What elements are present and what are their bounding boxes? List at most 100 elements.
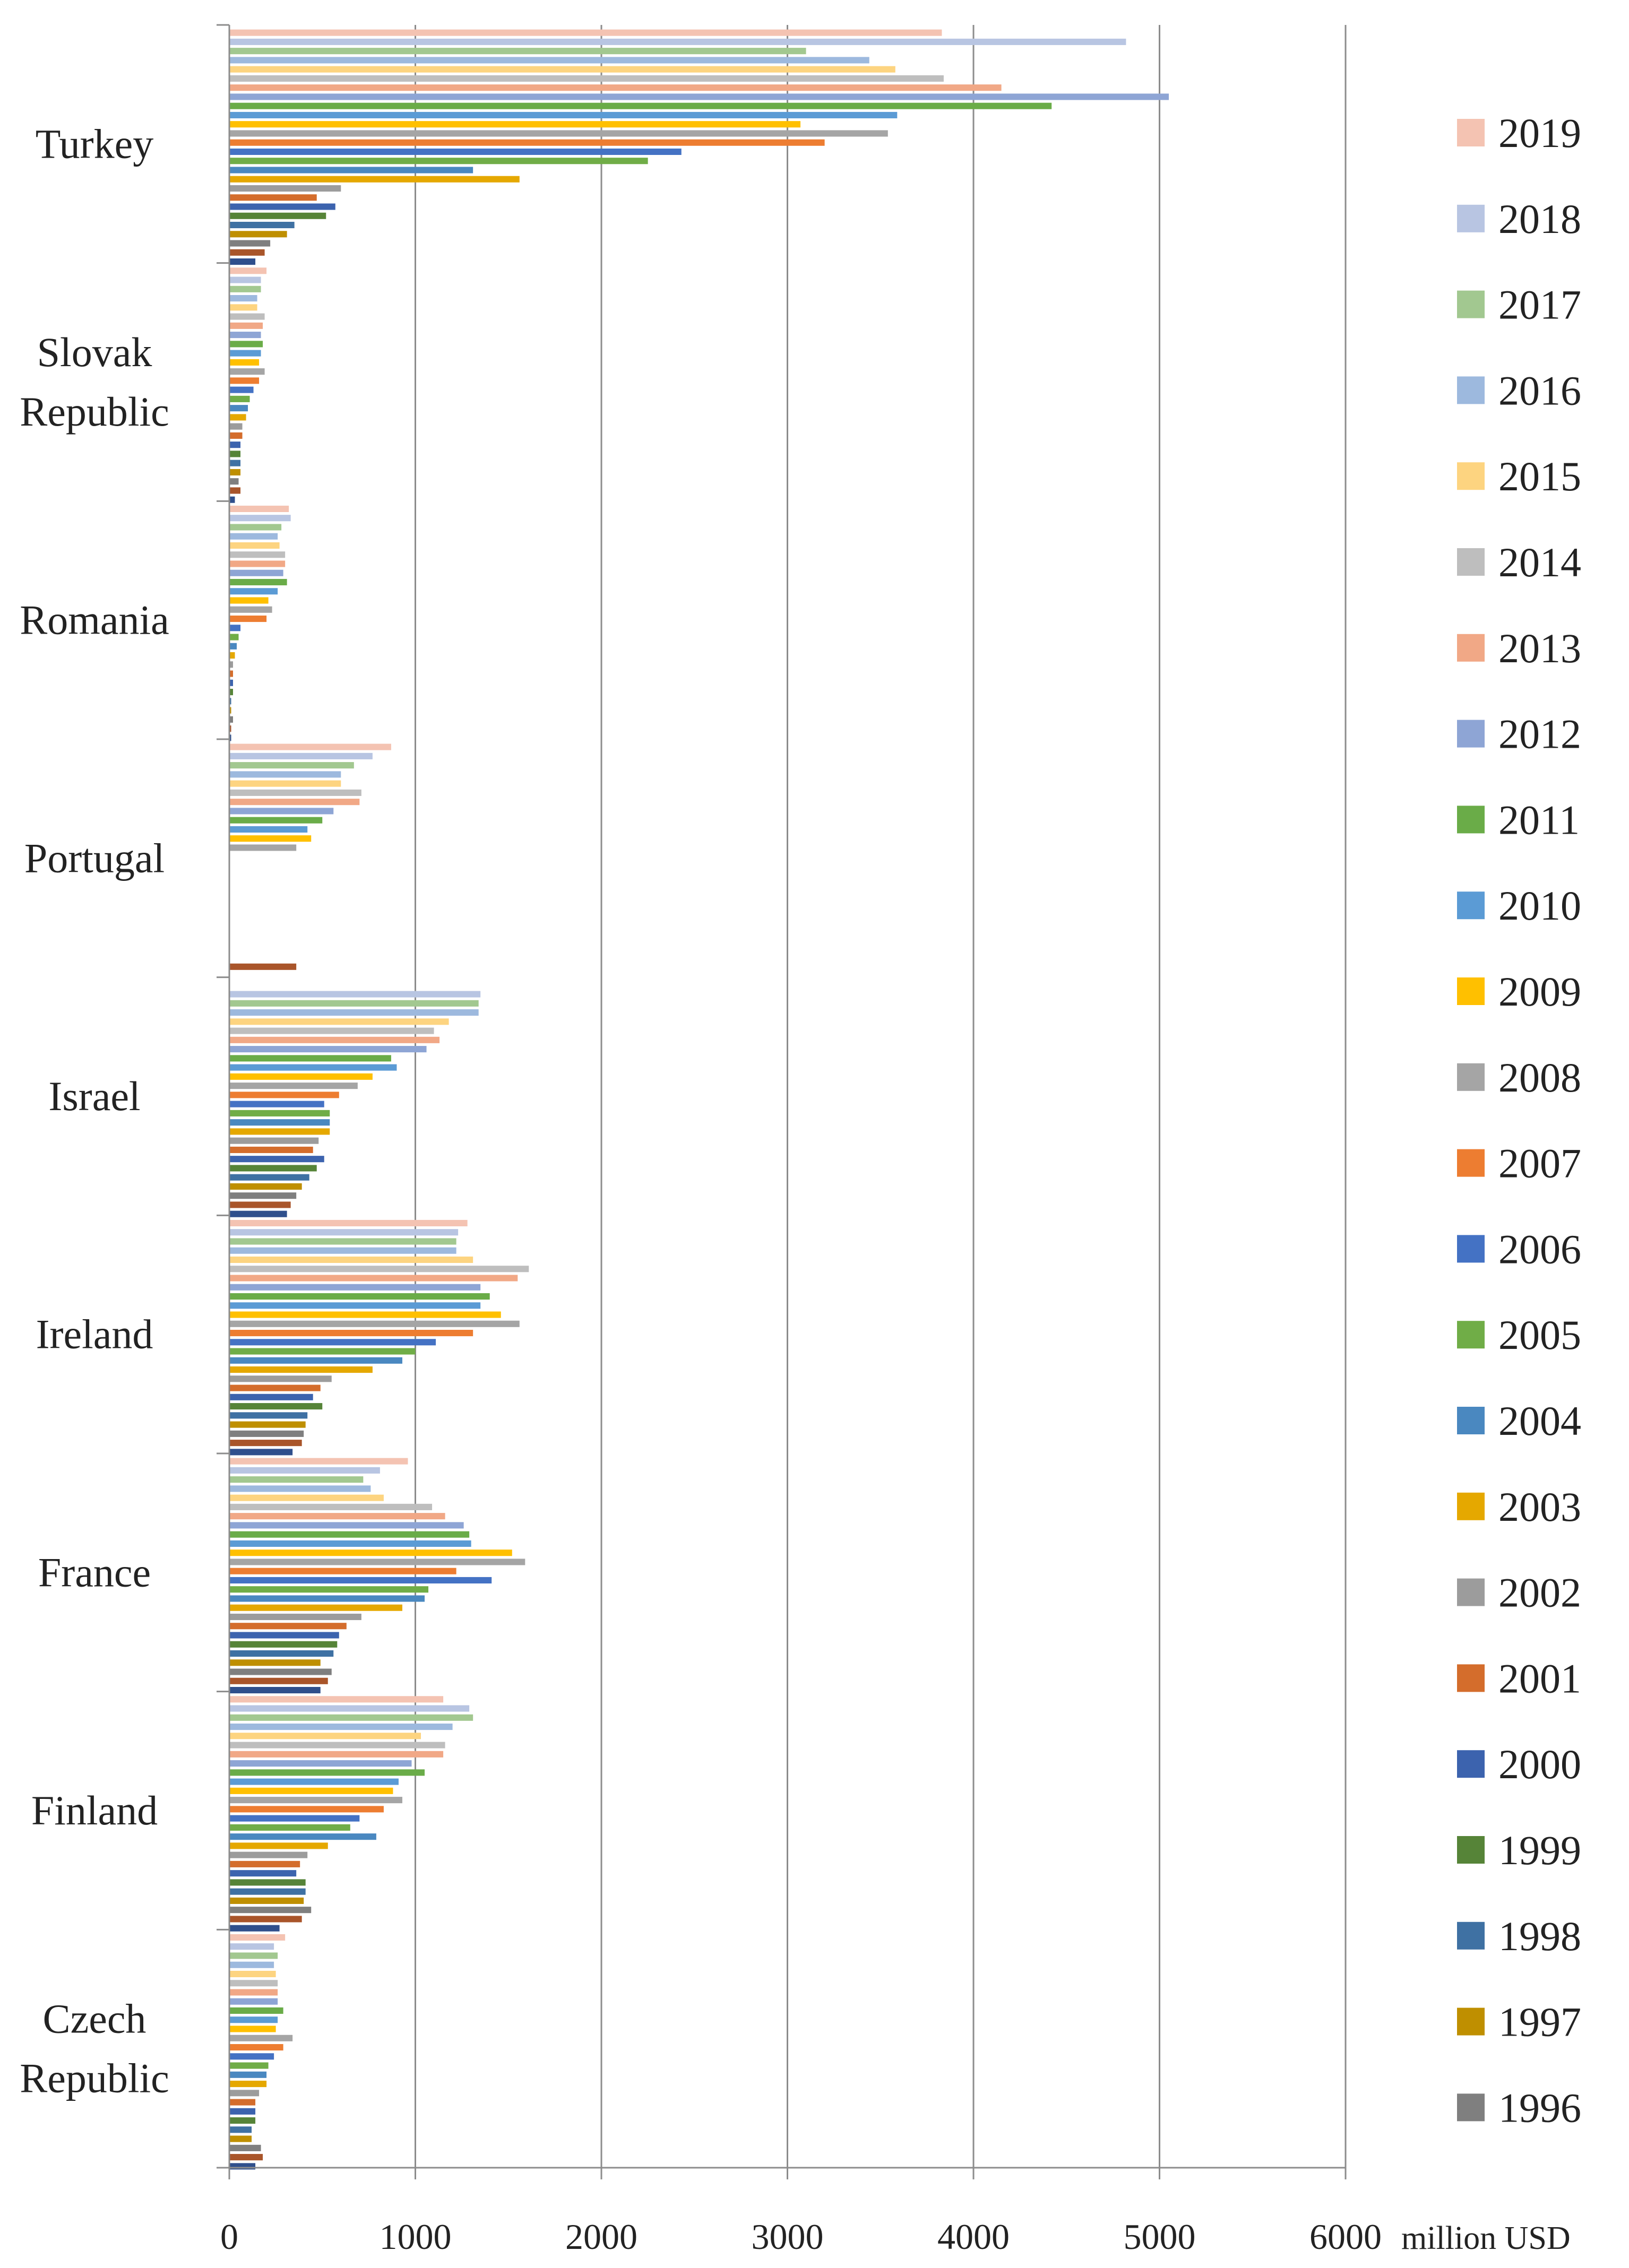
bar <box>229 1623 347 1630</box>
bar <box>229 285 261 292</box>
bar <box>229 1357 402 1364</box>
bar <box>229 963 297 970</box>
bar <box>229 130 888 137</box>
bar <box>229 38 1126 45</box>
bar <box>229 1092 339 1098</box>
bar <box>229 524 282 531</box>
legend-label: 2009 <box>1498 968 1581 1015</box>
bar <box>229 1229 459 1236</box>
bar <box>229 1146 313 1153</box>
bar <box>229 1137 319 1144</box>
bar <box>229 1083 358 1089</box>
bar <box>229 276 261 283</box>
bar <box>229 1751 444 1758</box>
bar <box>229 442 241 448</box>
bar <box>229 725 231 732</box>
bar <box>229 386 254 393</box>
bar <box>229 634 239 640</box>
bar <box>229 1494 384 1501</box>
bar <box>229 679 234 686</box>
category-label: Czech <box>43 1996 146 2042</box>
bar <box>229 1824 350 1831</box>
bar <box>229 2135 252 2142</box>
bar <box>229 1320 520 1327</box>
bar <box>229 1687 321 1694</box>
bar <box>229 1907 312 1914</box>
bar <box>229 1348 416 1355</box>
bar <box>229 2062 269 2069</box>
bar <box>229 1055 391 1062</box>
bar <box>229 1403 323 1410</box>
bar <box>229 249 265 256</box>
bar <box>229 267 267 274</box>
bar <box>229 1000 479 1007</box>
legend-swatch <box>1457 462 1485 490</box>
legend-swatch <box>1457 891 1485 920</box>
legend-label: 2006 <box>1498 1226 1581 1272</box>
bar <box>229 1192 297 1199</box>
bar <box>229 2163 256 2170</box>
bar <box>229 478 239 485</box>
bar <box>229 1183 302 1190</box>
bar <box>229 221 295 229</box>
legend-swatch <box>1457 977 1485 1005</box>
bar <box>229 670 234 677</box>
bar <box>229 1970 276 1978</box>
bar <box>229 1961 274 1968</box>
bar <box>229 1943 274 1950</box>
bar <box>229 350 261 357</box>
legend-label: 2008 <box>1498 1054 1581 1101</box>
bar <box>229 1476 364 1483</box>
bar <box>229 158 648 165</box>
bar <box>229 1778 399 1785</box>
bar <box>229 1522 464 1529</box>
bar <box>229 2016 278 2023</box>
bar-group-romania <box>229 505 291 741</box>
legend-label: 2003 <box>1498 1484 1581 1530</box>
bar <box>229 1064 397 1071</box>
bar <box>229 1650 334 1657</box>
legend-swatch <box>1457 634 1485 662</box>
bar <box>229 1046 427 1053</box>
bar <box>229 487 241 494</box>
bar <box>229 203 335 210</box>
bar <box>229 1897 304 1904</box>
legend-swatch <box>1457 376 1485 404</box>
gridlines <box>415 25 1347 2168</box>
bar <box>229 295 257 302</box>
bar <box>229 332 261 339</box>
bar <box>229 991 481 998</box>
bar-group-israel <box>229 991 481 1217</box>
legend-label: 2004 <box>1498 1398 1581 1444</box>
bar <box>229 2053 274 2060</box>
bar <box>229 1568 456 1574</box>
bar <box>229 1440 302 1447</box>
bar <box>229 2154 263 2161</box>
bar <box>229 2025 276 2032</box>
bar <box>229 1577 492 1583</box>
bar <box>229 780 341 787</box>
legend-label: 1999 <box>1498 1827 1581 1873</box>
bar <box>229 799 360 806</box>
legend-swatch <box>1457 1149 1485 1177</box>
category-label: Republic <box>20 388 169 435</box>
bar <box>229 1018 449 1025</box>
legend-label: 2014 <box>1498 539 1581 585</box>
bar <box>229 1375 332 1382</box>
bar <box>229 551 286 558</box>
legend-label: 2002 <box>1498 1570 1581 1616</box>
bar <box>229 1586 429 1593</box>
x-tick-label: 4000 <box>937 2217 1010 2257</box>
bar <box>229 1604 402 1611</box>
bar <box>229 240 271 247</box>
bar <box>229 1724 453 1730</box>
bar <box>229 405 248 412</box>
bar <box>229 844 297 851</box>
bar <box>229 1036 440 1043</box>
bar <box>229 1659 321 1666</box>
x-tick-label: 5000 <box>1124 2217 1196 2257</box>
bar <box>229 2126 252 2133</box>
bar <box>229 2035 293 2041</box>
bar <box>229 322 263 329</box>
bar <box>229 1860 300 1867</box>
